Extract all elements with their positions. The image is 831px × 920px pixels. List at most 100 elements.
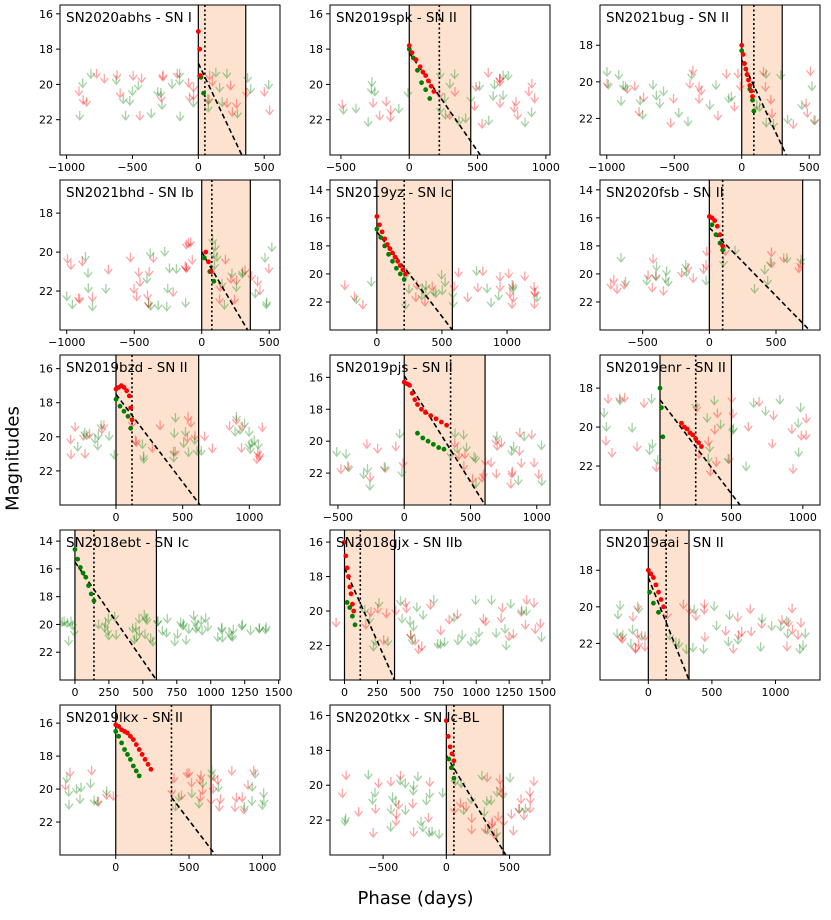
- panel-8-upper-limit-g: [647, 439, 657, 450]
- panel-10-upper-limit-r: [400, 597, 410, 608]
- panel-13-detection-r: [445, 733, 451, 739]
- panel-9-xtick-label: 500: [132, 686, 153, 699]
- panel-5-detection-r: [717, 232, 723, 238]
- panel-12-upper-limit-r: [214, 801, 224, 812]
- panel-6-upper-limit-g: [93, 440, 103, 451]
- panel-10-upper-limit-g: [466, 637, 476, 648]
- panel-5-upper-limit-r: [647, 282, 657, 293]
- panel-3-upper-limit-r: [229, 294, 239, 305]
- panel-6-plot-area: [66, 355, 267, 505]
- panel-5-upper-limit-r: [651, 271, 661, 282]
- panel-12-detection-g: [116, 733, 122, 739]
- panel-6-frame: [59, 354, 281, 506]
- panel-10-upper-limit-g: [407, 635, 417, 646]
- panel-11-upper-limit-r: [793, 630, 803, 641]
- panel-7-upper-limit-g: [513, 475, 523, 486]
- panel-3-upper-limit-r: [186, 237, 196, 248]
- panel-7-ytick-label: 18: [309, 403, 323, 416]
- panel-6-upper-limit-r: [225, 421, 235, 432]
- panel-3-xtick-label: 500: [259, 336, 280, 349]
- panel-2-xtick-label: 500: [799, 161, 820, 174]
- panel-4-detection-r: [374, 214, 380, 219]
- panel-3-ytick-label: 18: [39, 207, 53, 220]
- panel-12-upper-limit-r: [196, 770, 206, 781]
- panel-8-upper-limit-r: [711, 457, 721, 468]
- panel-11-upper-limit-g: [798, 640, 808, 651]
- panel-4-detection-r: [387, 246, 393, 252]
- panel-12-upper-limit-r: [215, 794, 225, 805]
- panel-7-decline-fit: [403, 375, 486, 505]
- panel-4-upper-limit-r: [463, 292, 473, 303]
- panel-13-upper-limit-r: [508, 825, 518, 836]
- panel-2-upper-limit-g: [807, 81, 817, 92]
- panel-1-detection-g: [419, 80, 424, 86]
- panel-9-upper-limit-g: [224, 627, 234, 638]
- panel-1-upper-limit-r: [450, 87, 460, 98]
- panel-6-detection-r: [128, 405, 134, 411]
- panel-12-plot-area: [61, 705, 269, 855]
- panel-8-upper-limit-g: [793, 418, 803, 429]
- panel-11-upper-limit-r: [685, 605, 695, 616]
- panel-5-ytick-label: 18: [579, 240, 593, 253]
- panel-12-upper-limit-g: [213, 782, 223, 793]
- panel-8-plot-area: [600, 355, 811, 505]
- panel-5-upper-limit-g: [701, 275, 711, 286]
- panel-0-upper-limit-r: [82, 96, 92, 107]
- panel-9-upper-limit-g: [162, 627, 172, 638]
- panel-7-upper-limit-g: [365, 480, 375, 491]
- panel-1-upper-limit-g: [498, 90, 508, 101]
- panel-10-upper-limit-g: [409, 621, 419, 632]
- panel-4: 0 500 1000 14 16 18 20 22 SN2019yz - SN Ic: [309, 179, 551, 349]
- panel-4-upper-limit-g: [437, 269, 447, 280]
- panel-2-upper-limit-g: [809, 115, 819, 126]
- panel-9-upper-limit-g: [237, 619, 247, 630]
- panel-7-upper-limit-r: [496, 437, 506, 448]
- panel-10-upper-limit-g: [412, 602, 422, 613]
- panel-7-upper-limit-g: [359, 469, 369, 480]
- panel-2-detection-r: [742, 61, 747, 66]
- panel-1-xtick-label: 500: [467, 161, 488, 174]
- panel-2-upper-limit-g: [711, 80, 721, 91]
- panel-0-upper-limit-r: [189, 90, 199, 101]
- panel-9-title: SN2018ebt - SN Ic: [66, 535, 189, 551]
- panel-13-upper-limit-r: [425, 777, 435, 788]
- panel-12-detection-g: [127, 756, 133, 762]
- panel-0-upper-limit-r: [78, 95, 88, 106]
- panel-7-detection-r: [433, 416, 439, 422]
- panel-3-decline-fit: [201, 251, 249, 330]
- panel-8-upper-limit-r: [601, 436, 611, 447]
- panel-2-upper-limit-r: [760, 82, 770, 93]
- panel-11-upper-limit-r: [782, 641, 792, 652]
- panel-3-upper-limit-r: [215, 294, 225, 305]
- panel-1-detection-g: [427, 96, 433, 101]
- panel-3-upper-limit-g: [83, 268, 93, 279]
- panel-1-upper-limit-g: [484, 115, 494, 126]
- panel-0-plot-area: [74, 5, 275, 155]
- panel-7-upper-limit-g: [379, 462, 389, 473]
- panel-12-upper-limit-g: [247, 796, 257, 807]
- panel-13-upper-limit-g: [341, 813, 351, 824]
- panel-1-upper-limit-r: [513, 110, 523, 121]
- panel-7-upper-limit-r: [362, 439, 372, 450]
- panel-9-upper-limit-g: [246, 625, 256, 636]
- panel-10-upper-limit-g: [537, 632, 547, 643]
- panel-8-upper-limit-r: [703, 436, 713, 447]
- panel-13-xtick-label: 500: [499, 861, 520, 874]
- panel-12-detection-r: [145, 761, 151, 767]
- panel-0-detection-r: [197, 73, 203, 78]
- panel-0-upper-limit-g: [243, 73, 253, 84]
- panel-4-detection-r: [400, 267, 406, 273]
- panel-5: −500 0 500 14 16 18 20 22 SN2020fsb - SN II: [579, 179, 821, 349]
- panel-4-upper-limit-g: [508, 281, 518, 292]
- panel-6-xtick-label: 500: [172, 511, 193, 524]
- panel-2-upper-limit-g: [618, 80, 628, 91]
- panel-9-upper-limit-g: [170, 636, 180, 647]
- panel-3-upper-limit-g: [144, 298, 154, 309]
- panel-10-xtick-label: 0: [341, 686, 348, 699]
- panel-5-ytick-label: 14: [579, 184, 593, 197]
- panel-8-upper-limit-g: [723, 454, 733, 465]
- panel-2-upper-limit-g: [659, 86, 669, 97]
- panel-8-upper-limit-g: [645, 445, 655, 456]
- panel-0-detection-r: [195, 29, 201, 34]
- panel-8-frame: [599, 354, 821, 506]
